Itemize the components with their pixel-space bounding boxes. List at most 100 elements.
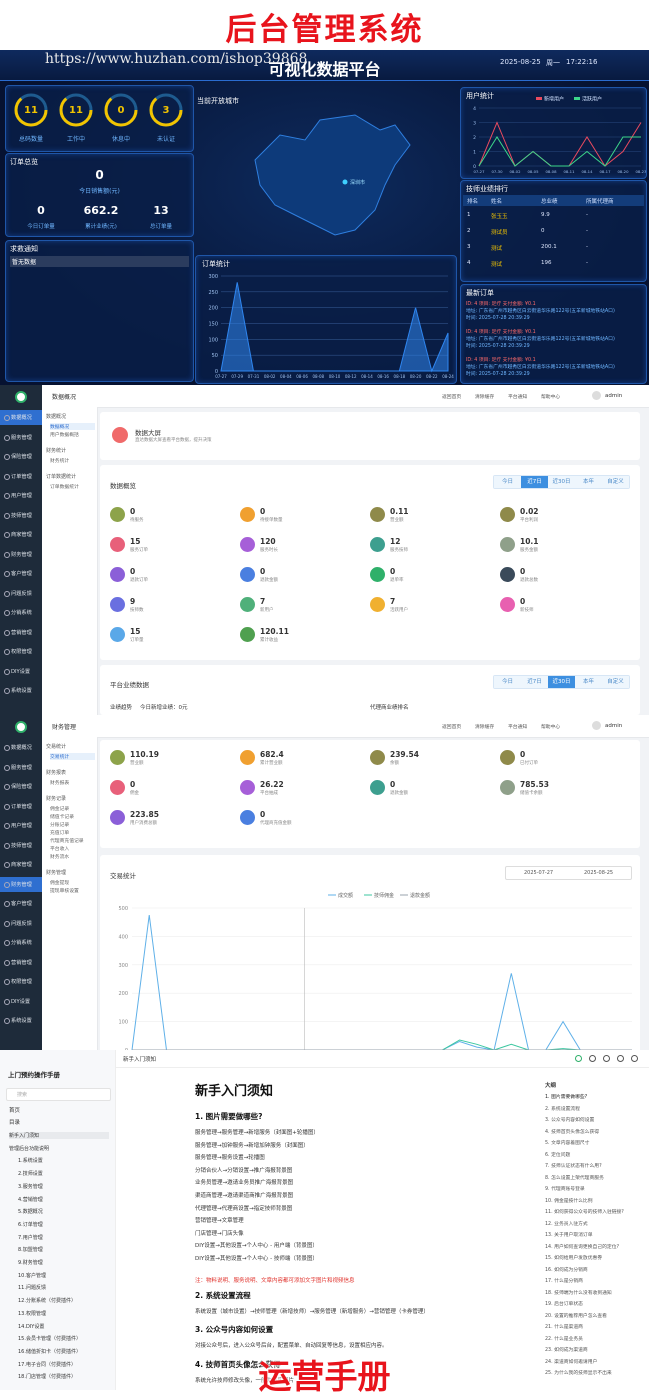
menu-item[interactable]: 营销管理 <box>0 955 42 970</box>
tree-item[interactable]: 18.门店管理（付费插件） <box>18 1374 76 1381</box>
menu-item[interactable]: 分销系统 <box>0 605 42 620</box>
nav-link[interactable]: 返回首页 <box>442 395 462 400</box>
tab[interactable]: 今日 <box>494 676 521 688</box>
outline-item[interactable]: 1. 图片需要做哪些? <box>545 1095 588 1100</box>
menu-item[interactable]: 问题反馈 <box>0 916 42 931</box>
date-range[interactable]: 2025-07-27 2025-08-25 <box>505 866 632 880</box>
menu-label[interactable]: 服务管理 <box>11 434 32 441</box>
tab[interactable]: 自定义 <box>602 676 629 688</box>
menu-label[interactable]: 分销系统 <box>11 610 32 616</box>
menu-label[interactable]: 客户管理 <box>11 571 32 577</box>
menu-label[interactable]: 财务管理 <box>11 551 32 558</box>
menu-item[interactable]: 系统设置 <box>0 1013 42 1028</box>
doc-nav[interactable]: 目录 <box>9 1120 21 1126</box>
menu-item[interactable]: 问题反馈 <box>0 586 42 601</box>
submenu-item[interactable]: 佣金提现 <box>50 881 70 886</box>
outline-item[interactable]: 20. 设置的推荐用户怎么查看 <box>545 1313 607 1319</box>
submenu-item[interactable]: 用户数据概括 <box>50 433 79 438</box>
outline-item[interactable]: 22. 什么是业务员 <box>545 1336 583 1342</box>
outline-item[interactable]: 7. 技师认证状态有什么用? <box>545 1164 602 1169</box>
doc-nav[interactable]: 首页 <box>9 1108 21 1114</box>
nav-link[interactable]: 返回首页 <box>442 725 462 730</box>
menu-item[interactable]: 保险管理 <box>0 449 42 464</box>
outline-item[interactable]: 3. 公众号内容如何设置 <box>545 1118 595 1123</box>
menu-label[interactable]: 技师管理 <box>11 512 32 519</box>
menu-label[interactable]: 数据概况 <box>11 745 32 751</box>
menu-item[interactable]: 订单管理 <box>0 799 42 814</box>
tree-item[interactable]: 17.电子合同（付费插件） <box>18 1361 76 1368</box>
menu-item[interactable]: 订单管理 <box>0 469 42 484</box>
outline-item[interactable]: 25. 为什么我的技师显示不出来 <box>545 1371 612 1376</box>
submenu-item[interactable]: 财务报表 <box>50 781 70 786</box>
outline-item[interactable]: 18. 技师端为什么没有收到通知 <box>545 1290 612 1296</box>
outline-item[interactable]: 8. 怎么设置上架代理商服务 <box>545 1175 604 1181</box>
menu-item[interactable]: 分销系统 <box>0 935 42 950</box>
tree-item[interactable]: 2.技师设置 <box>18 1171 43 1178</box>
nav-link[interactable]: 帮助中心 <box>541 725 561 730</box>
menu-item[interactable]: 技师管理 <box>0 838 42 853</box>
menu-item[interactable]: 权限管理 <box>0 974 42 989</box>
submenu-item[interactable]: 佣金记录 <box>50 807 70 812</box>
menu-label[interactable]: 财务管理 <box>11 881 32 888</box>
tree-item[interactable]: 10.客户管理 <box>18 1272 46 1279</box>
user-name[interactable]: admin <box>605 723 623 729</box>
tab[interactable]: 今日 <box>494 476 521 488</box>
outline-item[interactable]: 6. 定位问题 <box>545 1152 571 1158</box>
menu-label[interactable]: 保险管理 <box>11 784 32 790</box>
menu-item[interactable]: 财务管理 <box>0 547 42 562</box>
submenu-item[interactable]: 提现审核设置 <box>50 889 79 894</box>
tree-item[interactable]: 16.储值折扣卡（付费插件） <box>18 1348 81 1355</box>
tab[interactable]: 近7日 <box>521 676 548 688</box>
submenu-item[interactable]: 数据概况 <box>50 423 95 430</box>
menu-item[interactable]: 用户管理 <box>0 488 42 503</box>
nav-link[interactable]: 清除缓存 <box>475 395 495 400</box>
menu-item[interactable]: 商家管理 <box>0 857 42 872</box>
menu-item[interactable]: 权限管理 <box>0 644 42 659</box>
menu-item[interactable]: 商家管理 <box>0 527 42 542</box>
menu-item[interactable]: 数据概况 <box>0 410 42 425</box>
tree-item[interactable]: 7.用户管理 <box>18 1234 43 1241</box>
tree-item[interactable]: 15.会员卡管理（付费插件） <box>18 1336 81 1343</box>
tree-item[interactable]: 11.问题反馈 <box>18 1285 46 1292</box>
submenu-item[interactable]: 充值订单 <box>50 831 70 836</box>
nav-link[interactable]: 清除缓存 <box>475 725 495 730</box>
user-name[interactable]: admin <box>605 393 623 399</box>
menu-label[interactable]: 数据概况 <box>11 415 32 421</box>
menu-label[interactable]: 用户管理 <box>11 823 32 829</box>
submenu-item[interactable]: 分账记录 <box>50 823 70 828</box>
tree-item[interactable]: 9.财务管理 <box>18 1260 43 1266</box>
menu-item[interactable]: 服务管理 <box>0 430 42 445</box>
tree-item[interactable]: 12.分账系统（付费插件） <box>18 1298 76 1305</box>
menu-item[interactable]: 服务管理 <box>0 760 42 775</box>
outline-item[interactable]: 11. 如何获得公众号的技师入驻链接? <box>545 1210 624 1215</box>
tree-item[interactable]: 8.加盟管理 <box>18 1247 43 1254</box>
nav-link[interactable]: 平台通知 <box>508 725 528 730</box>
submenu-item[interactable]: 财务流水 <box>50 855 70 860</box>
outline-item[interactable]: 13. 关于用户取消订单 <box>545 1233 593 1238</box>
menu-label[interactable]: DIY设置 <box>11 668 31 675</box>
tab[interactable]: 近30日 <box>548 476 575 488</box>
outline-item[interactable]: 4. 技师首页头像怎么获得 <box>545 1129 600 1135</box>
menu-label[interactable]: 服务管理 <box>11 764 32 771</box>
menu-label[interactable]: 问题反馈 <box>11 920 32 927</box>
tree-item[interactable]: 13.权限管理 <box>18 1310 46 1317</box>
tree-item[interactable]: 6.订单管理 <box>18 1221 43 1228</box>
outline-item[interactable]: 5. 文章内容着图尺寸 <box>545 1141 590 1146</box>
menu-label[interactable]: 权限管理 <box>11 979 32 985</box>
outline-item[interactable]: 10. 佣金是按什么比例 <box>545 1198 593 1204</box>
tree-item[interactable]: 1.系统设置 <box>18 1158 43 1165</box>
nav-link[interactable]: 平台通知 <box>508 395 528 400</box>
outline-item[interactable]: 23. 如何成为渠道商 <box>545 1348 588 1353</box>
outline-item[interactable]: 17. 什么是分销商 <box>545 1279 583 1284</box>
tab[interactable]: 自定义 <box>602 476 629 488</box>
menu-label[interactable]: DIY设置 <box>11 998 31 1005</box>
outline-item[interactable]: 19. 后台订单状态 <box>545 1302 583 1307</box>
menu-label[interactable]: 订单管理 <box>11 473 32 480</box>
menu-item[interactable]: 保险管理 <box>0 779 42 794</box>
tree-item[interactable]: 5.数据概况 <box>18 1209 43 1216</box>
nav-link[interactable]: 帮助中心 <box>541 395 561 400</box>
menu-label[interactable]: 用户管理 <box>11 493 32 499</box>
doc-tab[interactable]: 新手入门须知 <box>123 1057 157 1063</box>
menu-item[interactable]: 系统设置 <box>0 683 42 698</box>
menu-label[interactable]: 客户管理 <box>11 901 32 907</box>
